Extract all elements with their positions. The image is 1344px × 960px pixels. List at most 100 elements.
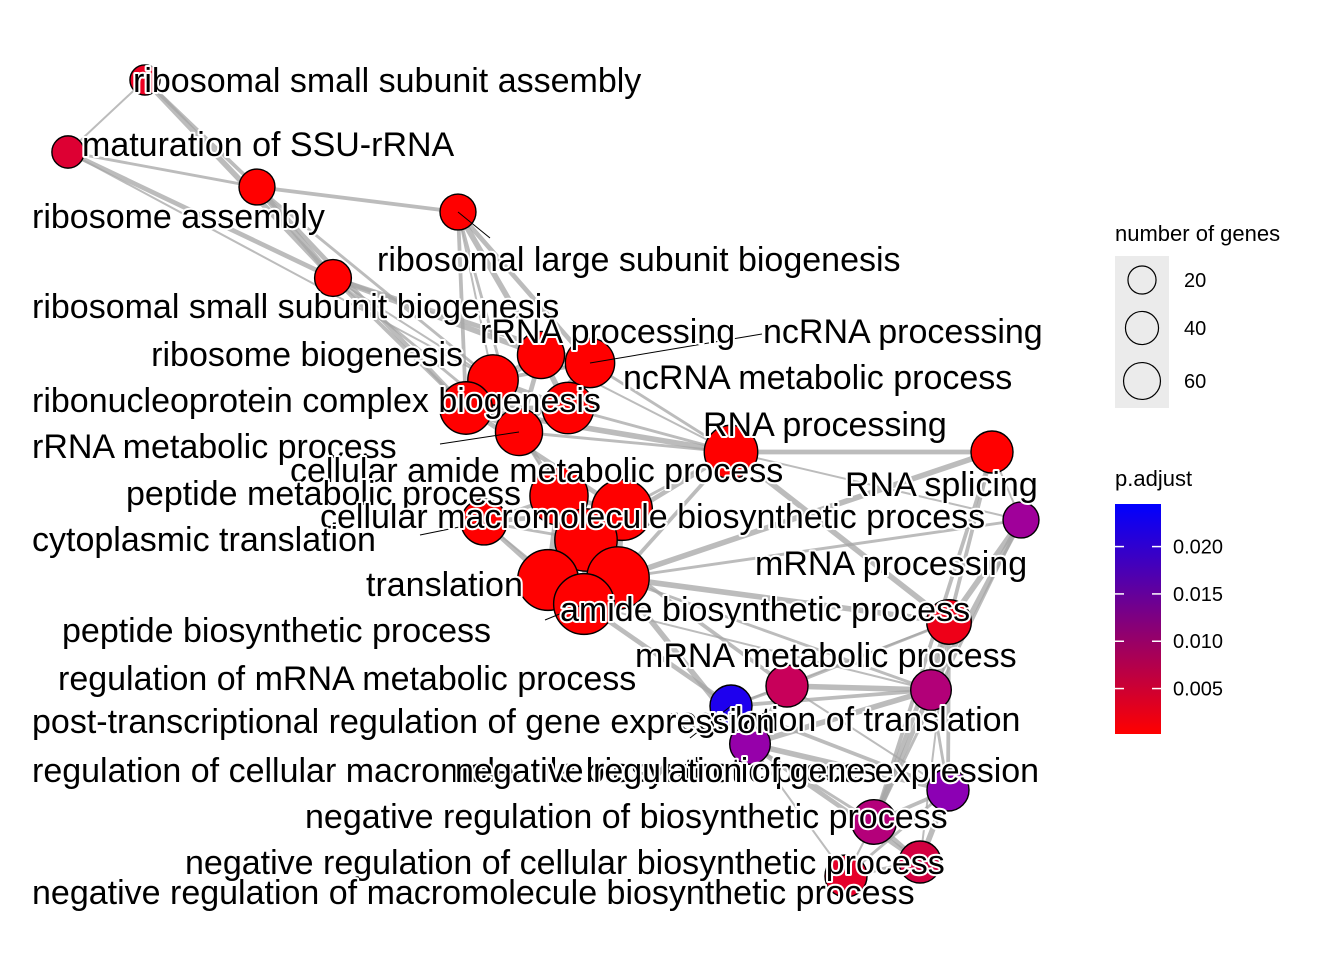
node-n27: [926, 768, 970, 812]
node-n18: [1002, 501, 1040, 539]
node-label-n4: ribosomal large subunit biogenesis: [377, 241, 901, 279]
node-n9: [541, 381, 595, 435]
edge-n21-n24: [583, 603, 932, 691]
node-n10: [439, 381, 493, 435]
size-legend-key-20: [1127, 265, 1157, 295]
color-legend-label: 0.010: [1173, 631, 1223, 653]
node-label-n23: regulation of mRNA metabolic process: [58, 660, 636, 698]
edge-n2-n8: [67, 151, 494, 381]
node-label-n18: mRNA processing: [755, 545, 1027, 583]
node-label-n15: peptide metabolic process: [126, 475, 521, 513]
node-label-n3: ribosome assembly: [32, 198, 325, 236]
color-legend-label: 0.005: [1173, 679, 1223, 701]
edge-n26-n27: [747, 741, 951, 793]
leader-line-n7: [589, 333, 763, 364]
edge-n20-n22: [615, 575, 952, 625]
node-label-n24: regulation of translation: [667, 701, 1020, 739]
node-label-n6: rRNA processing: [480, 313, 735, 351]
color-legend-label: 0.020: [1173, 537, 1223, 559]
leader-lines-layer: [419, 211, 763, 739]
color-legend-label: 0.015: [1173, 584, 1223, 606]
edge-n26-n30: [749, 743, 847, 877]
edge-n27-n30: [844, 788, 950, 878]
size-legend-key-60: [1122, 361, 1162, 401]
edge-n18-n20: [616, 518, 1023, 580]
leader-line-n4: [457, 211, 491, 239]
node-label-n14: cellular amide metabolic process: [290, 452, 783, 490]
node-label-n13: RNA splicing: [845, 466, 1038, 504]
edge-n1-n2: [67, 79, 146, 153]
edge-n3-n8: [255, 185, 495, 382]
edge-n24-n25: [729, 688, 933, 708]
node-n5: [313, 258, 353, 298]
edge-n4-n8: [457, 211, 494, 381]
edge-n23-n27: [786, 685, 949, 791]
node-n23: [765, 664, 809, 708]
edge-n5-n8: [332, 277, 494, 381]
size-legend: number of genes 20 40 60: [1115, 221, 1280, 408]
edge-n26-n29: [747, 741, 923, 865]
node-n3: [238, 168, 276, 206]
edge-n22-n29: [919, 621, 950, 863]
node-label-n16: cellular macromolecule biosynthetic proc…: [320, 498, 985, 536]
edge-n11-n22: [728, 449, 952, 625]
edge-n23-n24: [784, 683, 934, 693]
node-label-n10: ribonucleoprotein complex biogenesis: [32, 382, 601, 420]
node-label-n9: ncRNA metabolic process: [623, 359, 1012, 397]
node-label-n1: ribosomal small subunit assembly: [133, 62, 641, 100]
node-n13: [970, 430, 1014, 474]
node-label-n22: mRNA metabolic process: [635, 637, 1017, 675]
node-label-n12: rRNA metabolic process: [32, 428, 397, 466]
edge-n5-n10: [331, 276, 468, 410]
node-label-n19: translation: [366, 566, 523, 604]
color-legend-title: p.adjust: [1115, 466, 1192, 491]
leader-line-n17: [419, 521, 485, 536]
node-n11: [703, 424, 759, 480]
node-label-n30: negative regulation of macromolecule bio…: [32, 874, 915, 912]
edge-n4-n10: [456, 210, 468, 410]
node-label-n29: negative regulation of cellular biosynth…: [185, 844, 945, 882]
size-legend-key-40: [1124, 310, 1160, 346]
node-n1: [129, 64, 161, 96]
edge-n4-n6: [455, 209, 544, 358]
leader-line-n25: [689, 705, 732, 739]
node-label-n20: amide biosynthetic process: [560, 591, 970, 629]
node-n24: [909, 668, 953, 712]
edge-n20-n24: [616, 576, 933, 692]
node-label-n7: ncRNA processing: [763, 313, 1043, 351]
node-n2: [51, 135, 85, 169]
node-label-n5: ribosomal small subunit biogenesis: [32, 288, 559, 326]
edge-n22-n27: [946, 620, 951, 792]
leader-line-n12: [439, 431, 520, 445]
edge-n24-n26: [747, 687, 934, 747]
size-legend-label: 40: [1184, 318, 1206, 340]
node-n29: [898, 840, 942, 884]
node-n30: [824, 854, 868, 898]
node-n28: [850, 798, 898, 846]
size-legend-panel: [1115, 256, 1169, 408]
edge-n18-n28: [872, 518, 1023, 824]
node-label-n28: negative regulation of biosynthetic proc…: [305, 798, 948, 836]
color-legend: p.adjust 0.020 0.015 0.010 0.005: [1115, 466, 1223, 734]
edge-n7-n11: [588, 361, 733, 454]
edge-n13-n20: [615, 449, 995, 581]
node-n6: [516, 330, 566, 380]
node-n22: [925, 598, 973, 646]
node-label-n8: ribosome biogenesis: [151, 336, 463, 374]
color-legend-bar: [1115, 504, 1161, 734]
node-label-n17: cytoplasmic translation: [32, 521, 376, 559]
size-legend-title: number of genes: [1115, 221, 1280, 246]
nodes-layer: [51, 64, 1040, 898]
edge-n3-n4: [255, 185, 460, 214]
node-label-n27: negative regulation of gene expression: [455, 752, 1039, 790]
node-label-n11: RNA processing: [703, 406, 947, 444]
edge-n2-n3: [66, 150, 259, 189]
edge-n4-n7: [455, 209, 593, 366]
node-n26: [728, 722, 772, 766]
edge-n11-n12: [517, 430, 733, 454]
node-label-n26: regulation of cellular macromolecule bio…: [32, 752, 894, 790]
edge-n1-n5: [142, 77, 336, 281]
labels-layer: ribosomal small subunit assembly maturati…: [30, 60, 1045, 914]
